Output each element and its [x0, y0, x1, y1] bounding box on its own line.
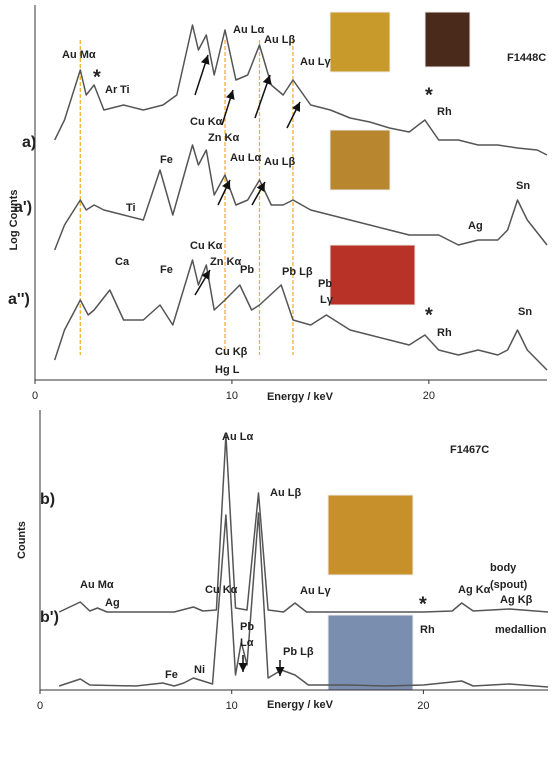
annotation: Fe: [165, 669, 178, 681]
annotation: Ca: [115, 256, 130, 268]
annotation: Pb: [240, 264, 254, 276]
annotation: Rh: [420, 624, 435, 636]
annotation: *: [425, 84, 433, 106]
x-tick-label: 0: [37, 700, 43, 712]
annotation: Ag: [105, 597, 120, 609]
annotation: Au Lα: [222, 431, 253, 443]
arrow: [286, 101, 301, 129]
annotation: *: [93, 66, 101, 88]
arrow: [194, 269, 211, 296]
series-label: b'): [40, 609, 59, 626]
annotation: Pb Lβ: [282, 266, 313, 278]
series-label: b): [40, 491, 55, 508]
annotation: Au Lγ: [300, 585, 331, 597]
annotation: Pb: [318, 278, 332, 290]
x-tick-label: 20: [417, 700, 429, 712]
y-axis-label: Counts: [16, 521, 28, 559]
photo: [424, 11, 471, 68]
annotation: Au Mα: [80, 579, 114, 591]
arrow: [254, 74, 272, 119]
x-tick-label: 0: [32, 390, 38, 402]
annotation: Sn: [516, 180, 530, 192]
y-axis-label: Log Counts: [8, 189, 20, 250]
chart-title: F1467C: [450, 444, 489, 456]
arrow: [194, 54, 210, 96]
annotation: Ar: [105, 84, 118, 96]
annotation: Zn Kα: [210, 256, 241, 268]
spectrum-line: [58, 512, 549, 688]
arrow: [221, 89, 235, 126]
annotation: Au Lβ: [264, 156, 295, 168]
photo: [327, 614, 414, 691]
annotation: Cu Kα: [205, 584, 238, 596]
annotation: Ti: [120, 84, 130, 96]
x-axis-label: Energy / keV: [267, 391, 334, 403]
annotation: Au Lβ: [270, 487, 301, 499]
chart-title: F1448C: [507, 52, 546, 64]
annotation: Pb: [240, 621, 254, 633]
annotation: Rh: [437, 106, 452, 118]
arrow: [217, 179, 231, 206]
annotation: Fe: [160, 154, 173, 166]
photo: [329, 244, 416, 306]
annotation: Ag: [468, 220, 483, 232]
series-label: a): [22, 134, 36, 151]
photo: [329, 11, 391, 73]
annotation: Ni: [194, 664, 205, 676]
annotation: Au Lα: [233, 24, 264, 36]
annotation: Lα: [240, 637, 254, 649]
annotation: *: [419, 593, 427, 615]
x-tick-label: 10: [226, 700, 238, 712]
annotation: Ti: [126, 202, 136, 214]
arrow: [251, 181, 266, 206]
annotation: Ag Kβ: [500, 594, 533, 606]
series-label: a''): [8, 291, 30, 308]
spectrum-line: [53, 259, 548, 371]
spectrum-line: [54, 144, 548, 251]
annotation: medallion: [495, 624, 547, 636]
annotation: Ag Kα: [458, 584, 491, 596]
series-label: a'): [14, 199, 32, 216]
x-tick-label: 10: [226, 390, 238, 402]
annotation: Zn Kα: [208, 132, 239, 144]
annotation: Cu Kβ: [215, 346, 248, 358]
x-tick-label: 20: [423, 390, 435, 402]
spectrum-line: [58, 434, 549, 613]
spectrum-line: [54, 24, 548, 156]
annotation: Sn: [518, 306, 532, 318]
annotation: Cu Kα: [190, 240, 223, 252]
annotation: Hg L: [215, 364, 240, 376]
photo: [327, 494, 414, 576]
annotation: Au Mα: [62, 49, 96, 61]
annotation: *: [425, 304, 433, 326]
annotation: Fe: [160, 264, 173, 276]
annotation: Cu Kα: [190, 116, 223, 128]
annotation: Au Lβ: [264, 34, 295, 46]
annotation: (spout): [490, 579, 528, 591]
x-axis-label: Energy / keV: [267, 699, 334, 711]
annotation: Au Lα: [230, 152, 261, 164]
annotation: Rh: [437, 327, 452, 339]
annotation: Lγ: [320, 294, 334, 306]
annotation: Au Lγ: [300, 56, 331, 68]
photo: [329, 129, 391, 191]
annotation: body: [490, 562, 517, 574]
annotation: Pb Lβ: [283, 646, 314, 658]
